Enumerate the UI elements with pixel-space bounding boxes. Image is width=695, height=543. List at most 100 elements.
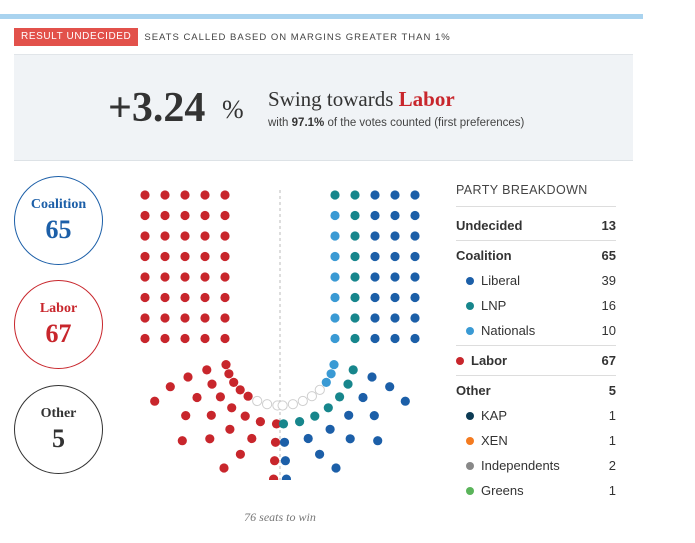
labor-seat (140, 272, 150, 282)
labor-seat (160, 313, 170, 323)
liberal-seat (390, 231, 400, 241)
other-circle-name: Other (40, 406, 77, 421)
labor-seat (240, 411, 250, 421)
labor-seat (180, 251, 190, 262)
undecided-seat (297, 395, 308, 407)
xen-value: 1 (608, 433, 616, 448)
coalition-circle-name: Coalition (30, 197, 87, 212)
labor-seat (247, 433, 257, 444)
labor-seat (181, 411, 191, 421)
lnp-seat (350, 333, 360, 344)
nationals-seat (321, 377, 331, 387)
labor-seat (180, 190, 190, 200)
labor-seat (140, 292, 150, 303)
independents-row: Independents 2 (456, 453, 616, 478)
liberal-seat (410, 313, 420, 323)
liberal-seat (370, 272, 380, 282)
lnp-dot-icon (466, 301, 474, 310)
nationals-seat (330, 231, 340, 241)
liberal-seat (390, 333, 400, 344)
xen-label: XEN (481, 433, 508, 448)
lnp-seat (350, 292, 360, 303)
xen-dot-icon (466, 436, 474, 445)
labor-seat (221, 360, 231, 370)
liberal-seat (390, 190, 400, 200)
labor-seat (269, 474, 279, 480)
labor-seat (220, 272, 230, 282)
labor-seat (180, 272, 190, 282)
swing-title-prefix: Swing towards (268, 87, 399, 111)
liberal-seat (344, 410, 354, 420)
lnp-value: 16 (601, 298, 616, 313)
labor-seat (205, 434, 215, 444)
coalition-row: Coalition 65 (456, 243, 616, 268)
seats-to-win-note: 76 seats to win (244, 510, 316, 524)
labor-seat (200, 313, 210, 323)
undecided-seat (252, 395, 263, 407)
labor-seat (200, 333, 210, 344)
liberal-seat (390, 251, 400, 262)
lnp-seat (278, 419, 289, 429)
labor-seat (202, 365, 212, 375)
liberal-seat (410, 251, 420, 262)
undecided-seat (287, 399, 298, 410)
lnp-label: LNP (481, 298, 507, 313)
labor-seat (200, 292, 210, 303)
labor-seat (220, 313, 230, 323)
swing-subtitle-suffix: of the votes counted (first preferences) (324, 117, 525, 129)
nationals-seat (326, 369, 336, 379)
labor-label: Labor (471, 353, 508, 368)
nationals-dot-icon (466, 326, 474, 335)
percent-counted: 97.1% (291, 117, 325, 129)
xen-row: XEN 1 (456, 428, 616, 453)
liberal-row: Liberal 39 (456, 268, 616, 293)
greens-value: 1 (608, 483, 616, 498)
nationals-label: Nationals (481, 323, 536, 338)
nationals-seat (330, 292, 340, 303)
liberal-seat (281, 474, 291, 480)
labor-seat (220, 292, 230, 303)
lnp-seat (348, 365, 358, 375)
independents-label: Independents (481, 458, 560, 473)
liberal-value: 39 (601, 273, 616, 288)
liberal-seat (390, 292, 400, 303)
kap-dot-icon (466, 411, 474, 420)
undecided-seat (306, 391, 317, 402)
independents-value: 2 (608, 458, 616, 473)
labor-seat (140, 210, 150, 221)
swing-value: +3.24 (108, 85, 206, 131)
labor-seat (206, 410, 216, 420)
lnp-seat (350, 190, 360, 200)
labor-seat (225, 424, 235, 434)
nationals-seat (330, 210, 340, 221)
lnp-seat (350, 313, 360, 323)
liberal-seat (390, 313, 400, 323)
labor-seat (192, 392, 202, 403)
labor-seat (200, 231, 210, 241)
divider (456, 240, 616, 241)
greens-dot-icon (466, 486, 474, 495)
top-accent-bar (0, 14, 643, 19)
labor-row: Labor 67 (456, 348, 616, 373)
labor-seat (270, 456, 280, 466)
other-seat-circle: Other 5 (14, 385, 103, 474)
lnp-seat (335, 392, 345, 402)
labor-seat (224, 369, 234, 379)
party-breakdown-panel: PARTY BREAKDOWN Undecided 13 Coalition 6… (456, 180, 616, 503)
labor-seat (160, 210, 170, 221)
labor-seat (220, 210, 230, 221)
labor-seat (180, 210, 190, 221)
undecided-seat (277, 400, 288, 411)
liberal-seat (315, 449, 325, 459)
nationals-seat (330, 251, 340, 262)
lnp-seat (323, 403, 333, 413)
undecided-seat (314, 384, 325, 395)
liberal-seat (331, 463, 341, 473)
labor-seat (235, 385, 245, 395)
labor-seat (255, 417, 265, 427)
other-value: 5 (608, 383, 616, 398)
labor-circle-name: Labor (39, 301, 78, 316)
labor-seat (180, 333, 190, 344)
lnp-seat (350, 272, 360, 282)
party-breakdown-title: PARTY BREAKDOWN (456, 180, 616, 207)
